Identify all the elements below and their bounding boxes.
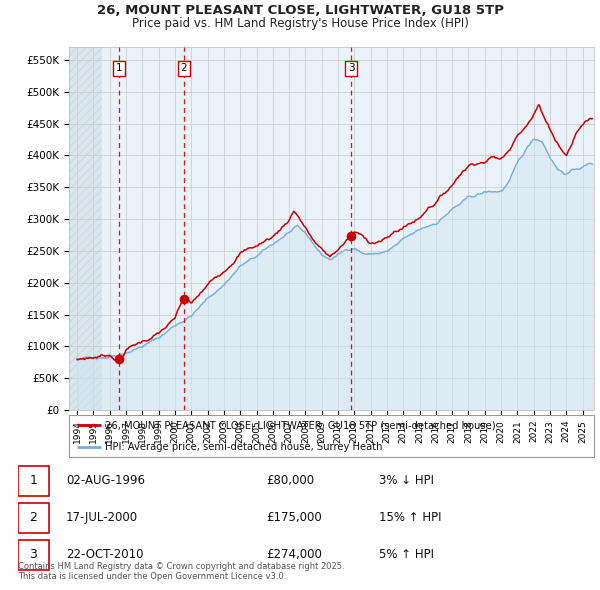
Text: Contains HM Land Registry data © Crown copyright and database right 2025.
This d: Contains HM Land Registry data © Crown c…: [18, 562, 344, 581]
FancyBboxPatch shape: [18, 466, 49, 496]
Text: 15% ↑ HPI: 15% ↑ HPI: [379, 511, 442, 524]
Bar: [69, 47, 101, 410]
Text: £274,000: £274,000: [266, 548, 322, 561]
Text: 17-JUL-2000: 17-JUL-2000: [66, 511, 138, 524]
Text: £175,000: £175,000: [266, 511, 322, 524]
Text: 3: 3: [348, 63, 355, 73]
Text: 2: 2: [181, 63, 187, 73]
Text: 26, MOUNT PLEASANT CLOSE, LIGHTWATER, GU18 5TP: 26, MOUNT PLEASANT CLOSE, LIGHTWATER, GU…: [97, 4, 503, 17]
Text: 1: 1: [29, 474, 37, 487]
Text: 26, MOUNT PLEASANT CLOSE, LIGHTWATER, GU18 5TP (semi-detached house): 26, MOUNT PLEASANT CLOSE, LIGHTWATER, GU…: [105, 421, 496, 430]
Text: 3: 3: [29, 548, 37, 561]
FancyBboxPatch shape: [18, 503, 49, 533]
Text: 02-AUG-1996: 02-AUG-1996: [66, 474, 145, 487]
Text: Price paid vs. HM Land Registry's House Price Index (HPI): Price paid vs. HM Land Registry's House …: [131, 17, 469, 30]
Text: 5% ↑ HPI: 5% ↑ HPI: [379, 548, 434, 561]
Text: 1: 1: [116, 63, 122, 73]
Text: £80,000: £80,000: [266, 474, 314, 487]
Text: 22-OCT-2010: 22-OCT-2010: [66, 548, 143, 561]
Text: HPI: Average price, semi-detached house, Surrey Heath: HPI: Average price, semi-detached house,…: [105, 442, 382, 451]
Text: 2: 2: [29, 511, 37, 524]
FancyBboxPatch shape: [18, 540, 49, 570]
Text: 3% ↓ HPI: 3% ↓ HPI: [379, 474, 434, 487]
